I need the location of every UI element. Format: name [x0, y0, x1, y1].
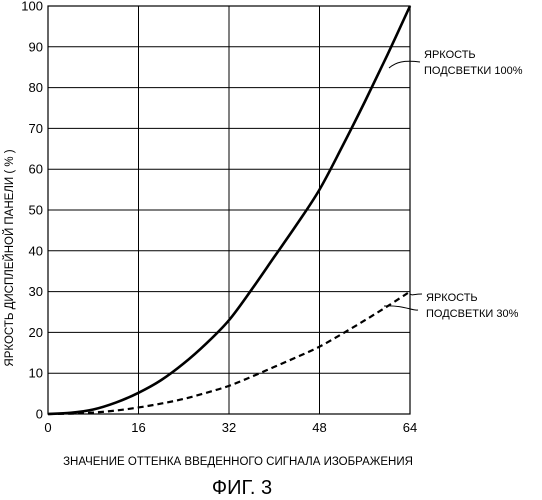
- y-axis-label: ЯРКОСТЬ ДИСПЛЕЙНОЙ ПАНЕЛИ ( % ): [3, 149, 16, 366]
- figure-label: ФИГ. 3: [212, 477, 272, 499]
- x-tick-label: 0: [44, 420, 51, 435]
- series-annotations: ЯРКОСТЬ ПОДСВЕТКИ 100% ЯРКОСТЬ ПОДСВЕТКИ 30…: [384, 49, 523, 320]
- y-tick-label: 0: [36, 407, 43, 422]
- y-tick-label: 100: [21, 0, 43, 14]
- y-tick-label: 50: [29, 203, 43, 218]
- x-tick-label: 16: [131, 420, 145, 435]
- series-annotation-label: ПОДСВЕТКИ 100%: [424, 65, 523, 77]
- y-tick-label: 70: [29, 121, 43, 136]
- y-tick-label: 40: [29, 243, 43, 258]
- series-annotation-label: ПОДСВЕТКИ 30%: [426, 308, 519, 320]
- grid: [48, 6, 410, 414]
- y-tick-label: 80: [29, 80, 43, 95]
- series-annotation-label: ЯРКОСТЬ: [424, 49, 476, 61]
- y-tick-labels: 0 10 20 30 40 50 60 70 80 90 100: [21, 0, 43, 422]
- y-tick-label: 20: [29, 325, 43, 340]
- y-tick-label: 30: [29, 284, 43, 299]
- x-tick-label: 64: [403, 420, 417, 435]
- annotation-leader: [384, 294, 422, 310]
- x-tick-labels: 0 16 32 48 64: [44, 420, 417, 435]
- annotation-leader: [389, 61, 420, 68]
- y-tick-label: 60: [29, 162, 43, 177]
- y-tick-label: 10: [29, 366, 43, 381]
- x-tick-label: 48: [312, 420, 326, 435]
- series-annotation-label: ЯРКОСТЬ: [426, 292, 478, 304]
- y-tick-label: 90: [29, 39, 43, 54]
- x-axis-label: ЗНАЧЕНИЕ ОТТЕНКА ВВЕДЕННОГО СИГНАЛА ИЗОБ…: [63, 456, 413, 468]
- x-tick-label: 32: [222, 420, 236, 435]
